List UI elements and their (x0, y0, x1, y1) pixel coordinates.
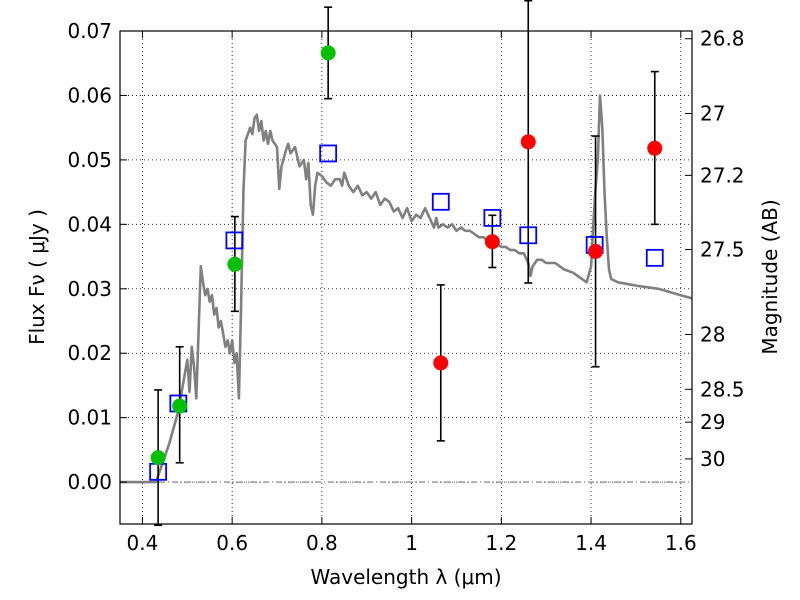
x-tick-label: 0.6 (216, 531, 248, 555)
model-band-square (319, 144, 338, 163)
plot-area (120, 0, 693, 527)
y2-tick-label: 29 (700, 410, 725, 434)
x-tick-label: 1.6 (665, 531, 697, 555)
y2-tick-label: 27 (700, 101, 725, 125)
x-axis-title: Wavelength λ (μm) (310, 565, 501, 589)
x-axis: 0.4 0.6 0.8 1 1.2 1.4 1.6 (127, 31, 697, 555)
x-tick-label: 1 (405, 531, 418, 555)
red-data-point (647, 140, 663, 156)
y-axis: 0.00 0.01 0.02 0.03 0.04 0.05 0.06 0.07 (67, 19, 127, 494)
model-band-square (519, 226, 538, 245)
green-data-point (320, 45, 336, 61)
red-data-point (588, 243, 604, 259)
y-tick-label: 0.06 (67, 83, 112, 107)
red-data-point (433, 355, 449, 371)
model-band-square (431, 192, 450, 211)
y2-tick-label: 28.5 (700, 377, 745, 401)
y2-tick-label: 30 (700, 447, 725, 471)
x-tick-label: 1.4 (575, 531, 607, 555)
model-band-square (483, 208, 502, 227)
x-tick-label: 1.2 (485, 531, 517, 555)
y-tick-label: 0.03 (67, 277, 112, 301)
y-tick-label: 0.01 (67, 406, 112, 430)
x-tick-label: 0.4 (127, 531, 159, 555)
y2-tick-label: 26.8 (700, 27, 745, 51)
y2-axis: 26.8 27 27.2 27.5 28 28.5 29 30 (685, 27, 745, 471)
model-band-square (645, 248, 664, 267)
y2-tick-label: 28 (700, 323, 725, 347)
y-tick-label: 0.02 (67, 341, 112, 365)
y-tick-label: 0.00 (67, 470, 112, 494)
y-tick-label: 0.07 (67, 19, 112, 43)
green-data-point (172, 398, 188, 414)
y2-axis-title: Magnitude (AB) (758, 199, 782, 354)
axes-frame (119, 30, 693, 525)
y2-tick-label: 27.5 (700, 237, 745, 261)
green-data-point (227, 256, 243, 272)
green-data-point (150, 450, 166, 466)
y2-tick-label: 27.2 (700, 163, 745, 187)
x-tick-label: 0.8 (306, 531, 338, 555)
model-band-square (225, 231, 244, 250)
y-axis-title: Flux Fν ( μJy ) (25, 209, 49, 345)
model-sed-line (120, 94, 693, 484)
y-tick-label: 0.04 (67, 212, 112, 236)
red-data-point (484, 234, 500, 250)
red-data-point (520, 134, 536, 150)
y-tick-label: 0.05 (67, 148, 112, 172)
